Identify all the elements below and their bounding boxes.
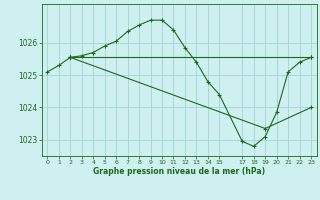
X-axis label: Graphe pression niveau de la mer (hPa): Graphe pression niveau de la mer (hPa) [93,167,265,176]
